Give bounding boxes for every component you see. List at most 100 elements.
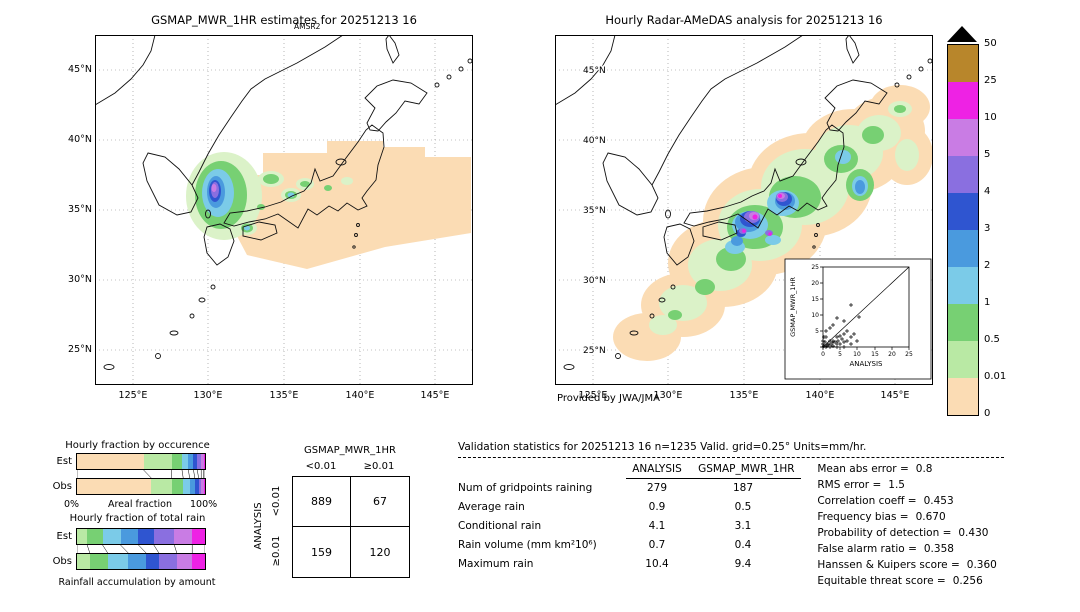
bar-seg bbox=[87, 529, 103, 544]
contingency-side-label: ANALYSIS bbox=[253, 502, 264, 550]
contingency-col-label: ≥0.01 bbox=[363, 461, 395, 472]
bar-seg bbox=[77, 529, 88, 544]
x-min-label: 0% bbox=[64, 499, 80, 510]
colorbar-overflow-triangle bbox=[947, 26, 977, 42]
occurrence-bar-obs bbox=[76, 478, 206, 495]
bar-seg bbox=[203, 454, 205, 469]
left-map-title: GSMAP_MWR_1HR estimates for 20251213 16 bbox=[151, 13, 417, 27]
score-line: Equitable threat score = 0.256 bbox=[817, 575, 983, 587]
colorbar-seg bbox=[948, 82, 978, 119]
colorbar-label: 50 bbox=[984, 38, 997, 49]
lat-tick: 40°N bbox=[68, 134, 92, 145]
data-credit: Provided by JWA/JMA bbox=[557, 393, 660, 404]
bar-seg bbox=[201, 479, 204, 494]
occurrence-bar-est bbox=[76, 453, 206, 470]
colorbar-seg bbox=[948, 341, 978, 378]
colorbar-label: 3 bbox=[984, 223, 991, 234]
colorbar: 50 25 10 5 4 3 2 1 0.5 0.01 0 bbox=[947, 26, 1022, 426]
svg-text:25: 25 bbox=[905, 351, 913, 358]
validation-row: Average rain 0.9 0.5 bbox=[458, 501, 752, 513]
x-axis-label: Areal fraction bbox=[107, 499, 172, 510]
bar-seg bbox=[176, 554, 193, 569]
bar-seg bbox=[197, 454, 202, 469]
svg-text:5: 5 bbox=[838, 351, 842, 358]
colorbar-label: 4 bbox=[984, 186, 991, 197]
lon-tick: 125°E bbox=[118, 390, 148, 401]
contingency-col-label: <0.01 bbox=[305, 461, 337, 472]
score-line: Frequency bias = 0.670 bbox=[817, 511, 946, 523]
coastlines bbox=[95, 35, 473, 370]
lat-tick: 25°N bbox=[68, 344, 92, 355]
validation-panel: Validation statistics for 20251213 16 n=… bbox=[458, 441, 1004, 589]
analysis-map: 45°N 40°N 35°N 30°N 25°N 0 5 10 15 20 25… bbox=[555, 35, 933, 385]
colorbar-seg bbox=[948, 304, 978, 341]
bar-seg bbox=[201, 454, 204, 469]
svg-text:15: 15 bbox=[811, 296, 819, 303]
lat-tick: 35°N bbox=[68, 204, 92, 215]
row-label-obs: Obs bbox=[52, 556, 72, 567]
lat-tick: 45°N bbox=[68, 64, 92, 75]
occurrence-title: Hourly fraction by occurence bbox=[65, 440, 210, 451]
lat-tick: 30°N bbox=[68, 274, 92, 285]
bar-seg bbox=[203, 479, 205, 494]
score-line: False alarm ratio = 0.358 bbox=[817, 543, 954, 555]
occurrence-connectors bbox=[77, 470, 205, 478]
svg-text:20: 20 bbox=[888, 351, 896, 358]
inset-ylabel: GSMAP_MWR_1HR bbox=[789, 277, 797, 337]
colorbar-label: 2 bbox=[984, 260, 991, 271]
contingency-title: GSMAP_MWR_1HR bbox=[304, 445, 396, 456]
score-line: Hanssen & Kuipers score = 0.360 bbox=[817, 559, 997, 571]
lat-tick: 35°N bbox=[583, 206, 606, 216]
bar-seg bbox=[188, 454, 194, 469]
map-border bbox=[555, 35, 933, 385]
bar-seg bbox=[171, 479, 184, 494]
score-line: Correlation coeff = 0.453 bbox=[817, 495, 954, 507]
bar-seg bbox=[174, 529, 193, 544]
satellite-label: AMSR2 bbox=[294, 22, 321, 31]
precip-cells-magenta bbox=[742, 194, 782, 236]
colorbar-seg bbox=[948, 230, 978, 267]
colorbar-label: 5 bbox=[984, 149, 991, 160]
bar-seg bbox=[153, 529, 175, 544]
bar-seg bbox=[77, 554, 90, 569]
svg-text:15: 15 bbox=[871, 351, 879, 358]
bar-seg bbox=[158, 554, 177, 569]
svg-text:10: 10 bbox=[811, 312, 819, 319]
coastlines bbox=[555, 35, 933, 370]
validation-row: Num of gridpoints raining 279 187 bbox=[458, 482, 754, 494]
inset-xlabel: ANALYSIS bbox=[849, 360, 883, 368]
score-list: Mean abs error = 0.8 RMS error = 1.5 Corre… bbox=[817, 461, 997, 589]
colorbar-seg bbox=[948, 378, 978, 415]
inset-y-ticklabels: 5 10 15 20 25 bbox=[811, 264, 819, 335]
lon-tick: 130°E bbox=[193, 390, 223, 401]
score-line: Probability of detection = 0.430 bbox=[817, 527, 989, 539]
lat-tick: 25°N bbox=[583, 346, 606, 356]
lon-tick: 135°E bbox=[269, 390, 299, 401]
map-border bbox=[95, 35, 473, 385]
colorbar-seg bbox=[948, 193, 978, 230]
estimates-map bbox=[95, 35, 473, 385]
lon-tick: 130°E bbox=[653, 390, 683, 401]
svg-text:5: 5 bbox=[815, 328, 819, 335]
bar-seg bbox=[120, 529, 139, 544]
score-line: Mean abs error = 0.8 bbox=[817, 463, 933, 475]
lon-tick: 125°E bbox=[578, 390, 608, 401]
bar-seg bbox=[89, 554, 108, 569]
bar-seg bbox=[138, 529, 154, 544]
lat-tick: 30°N bbox=[583, 276, 606, 286]
validation-header: Validation statistics for 20251213 16 n=… bbox=[458, 441, 1004, 458]
bar-seg bbox=[183, 479, 190, 494]
lon-tick: 145°E bbox=[420, 390, 450, 401]
bar-seg bbox=[77, 479, 152, 494]
total-rain-title: Hourly fraction of total rain bbox=[69, 513, 206, 524]
colorbar-label: 10 bbox=[984, 112, 997, 123]
lat-tick: 45°N bbox=[583, 66, 606, 76]
svg-text:0: 0 bbox=[821, 351, 825, 358]
col-header-gsmap: GSMAP_MWR_1HR bbox=[698, 463, 795, 475]
colorbar-seg bbox=[948, 267, 978, 304]
col-header-analysis: ANALYSIS bbox=[632, 463, 682, 475]
inset-x-ticklabels: 0 5 10 15 20 25 bbox=[821, 351, 913, 358]
lon-tick: 145°E bbox=[880, 390, 910, 401]
bar-seg bbox=[128, 554, 147, 569]
score-line: RMS error = 1.5 bbox=[817, 479, 905, 491]
